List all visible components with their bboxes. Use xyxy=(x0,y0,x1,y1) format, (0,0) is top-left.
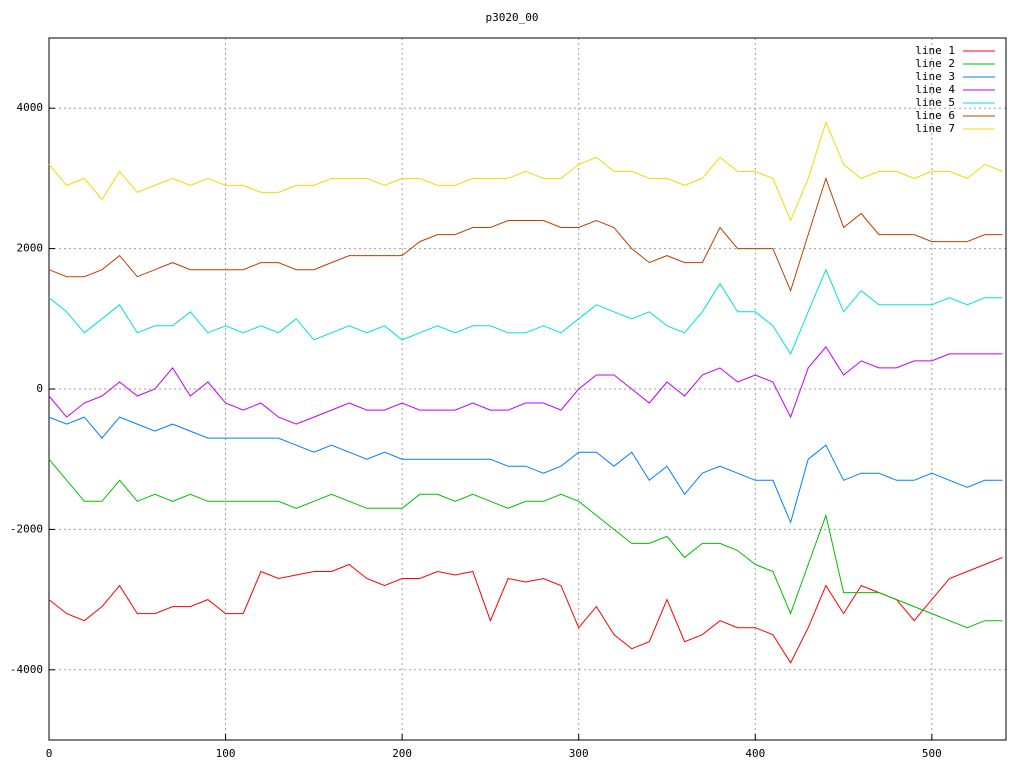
series-line xyxy=(48,458,1003,629)
x-tick-label: 300 xyxy=(569,747,589,760)
legend-label: line 5 xyxy=(915,96,955,109)
series-line xyxy=(48,557,1003,664)
x-tick-label: 0 xyxy=(46,747,53,760)
legend-label: line 2 xyxy=(915,57,955,70)
x-tick-label: 200 xyxy=(392,747,412,760)
series-line xyxy=(48,268,1003,355)
x-tick-label: 100 xyxy=(216,747,236,760)
series-line xyxy=(48,416,1003,524)
legend-label: line 1 xyxy=(915,44,955,57)
chart-title: p3020_00 xyxy=(486,11,539,24)
legend-label: line 7 xyxy=(915,122,955,135)
legend-label: line 4 xyxy=(915,83,955,96)
series-line xyxy=(48,346,1003,425)
y-tick-label: 2000 xyxy=(17,242,44,255)
y-tick-label: -2000 xyxy=(10,522,43,535)
legend-label: line 3 xyxy=(915,70,955,83)
x-tick-label: 400 xyxy=(745,747,765,760)
series-line xyxy=(48,120,1003,222)
series-line xyxy=(48,176,1003,293)
legend-label: line 6 xyxy=(915,109,955,122)
y-tick-label: 0 xyxy=(36,382,43,395)
plot-frame xyxy=(48,37,1007,741)
y-tick-label: -4000 xyxy=(10,663,43,676)
x-tick-label: 500 xyxy=(922,747,942,760)
y-tick-label: 4000 xyxy=(17,101,44,114)
